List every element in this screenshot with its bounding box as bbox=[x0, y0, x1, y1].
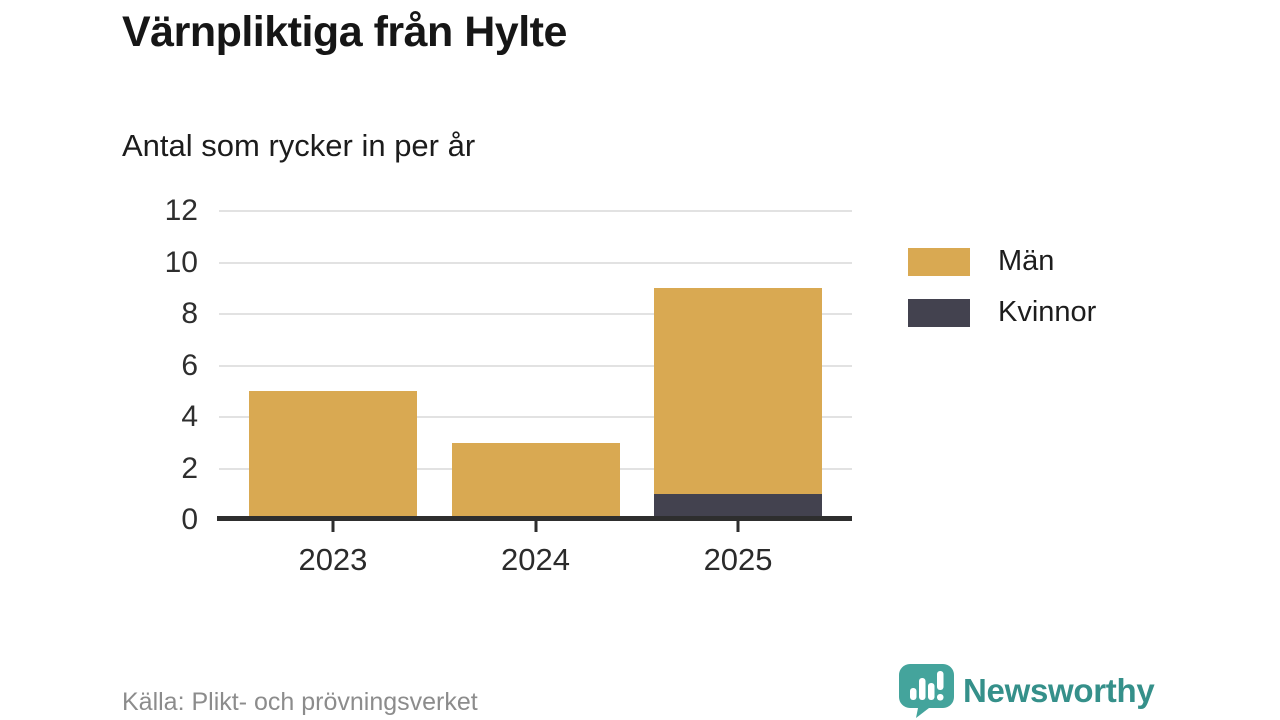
gridline bbox=[219, 313, 852, 315]
x-tick-label: 2024 bbox=[501, 542, 570, 577]
chart-subtitle: Antal som rycker in per år bbox=[122, 128, 476, 163]
bar-segment-Kvinnor-2025 bbox=[654, 494, 823, 520]
y-tick-label: 6 bbox=[181, 348, 198, 382]
bar-segment-Män-2023 bbox=[248, 391, 417, 520]
x-axis-tick bbox=[534, 521, 537, 532]
legend-swatch-Kvinnor bbox=[908, 298, 970, 327]
legend: Män Kvinnor bbox=[908, 245, 1096, 347]
newsworthy-wordmark: Newsworthy bbox=[963, 671, 1155, 709]
x-tick-label: 2023 bbox=[298, 542, 368, 577]
legend-item-Män: Män bbox=[908, 245, 1096, 278]
bar-segment-Män-2024 bbox=[451, 442, 620, 520]
legend-label-Män: Män bbox=[998, 245, 1055, 277]
legend-label-Kvinnor: Kvinnor bbox=[998, 296, 1097, 328]
newsworthy-logo-icon bbox=[899, 664, 954, 718]
y-tick-label: 4 bbox=[181, 400, 198, 433]
x-tick-label: 2025 bbox=[703, 542, 773, 577]
gridline bbox=[219, 364, 852, 367]
y-tick-label: 10 bbox=[164, 245, 198, 279]
x-axis-tick bbox=[331, 521, 335, 532]
legend-swatch-Män bbox=[908, 247, 970, 276]
y-tick-label: 12 bbox=[164, 194, 198, 227]
source-note: Källa: Plikt- och prövningsverket bbox=[122, 688, 478, 716]
gridline bbox=[219, 261, 852, 264]
gridline bbox=[219, 416, 852, 418]
chart-title: Värnpliktiga från Hylte bbox=[122, 8, 567, 56]
x-axis-tick bbox=[736, 521, 740, 532]
legend-item-Kvinnor: Kvinnor bbox=[908, 296, 1096, 329]
gridline bbox=[219, 210, 852, 212]
x-axis-line bbox=[217, 516, 852, 521]
y-tick-label: 8 bbox=[181, 297, 198, 330]
y-tick-label: 2 bbox=[181, 451, 198, 485]
y-tick-label: 0 bbox=[181, 503, 198, 536]
bar-segment-Män-2025 bbox=[654, 288, 823, 495]
newsworthy-logo: Newsworthy bbox=[898, 663, 1155, 718]
